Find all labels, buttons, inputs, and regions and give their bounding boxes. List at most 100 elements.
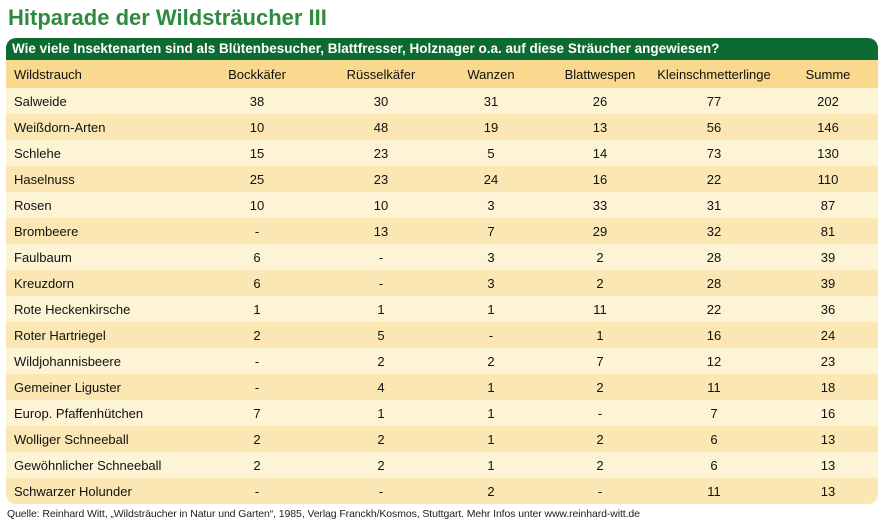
table-cell: - (184, 374, 330, 400)
row-label: Faulbaum (6, 244, 184, 270)
table-cell: 1 (432, 400, 550, 426)
table-row: Wolliger Schneeball 2 2 1 2 6 13 (6, 426, 878, 452)
table-row: Kreuzdorn 6-3 2 28 39 (6, 270, 878, 296)
data-table: Wildstrauch Bockkäfer Rüsselkäfer Wanzen Bla… (6, 60, 878, 504)
table-cell: 22 (650, 166, 778, 192)
table-cell: 25 (184, 166, 330, 192)
table-cell: 30 (330, 88, 432, 114)
table-cell: 7 (432, 218, 550, 244)
row-label: Gewöhnlicher Schneeball (6, 452, 184, 478)
table-cell: 7 (550, 348, 650, 374)
table-cell: 2 (184, 426, 330, 452)
table-row: Rote Heckenkirsche 1 1 1 11 22 36 (6, 296, 878, 322)
table-cell: 13 (550, 114, 650, 140)
table-cell: 10 (184, 114, 330, 140)
table-cell: 1 (432, 426, 550, 452)
row-label: Brombeere (6, 218, 184, 244)
table-cell: 28 (650, 270, 778, 296)
column-header: Rüsselkäfer (330, 60, 432, 88)
table-cell: 36 (778, 296, 878, 322)
table-cell: 10 (184, 192, 330, 218)
table-row: Wildjohannisbeere -2 2 7 12 23 (6, 348, 878, 374)
table-cell: 3 (432, 270, 550, 296)
table-cell: 81 (778, 218, 878, 244)
row-label: Europ. Pfaffenhütchen (6, 400, 184, 426)
table-row: Rosen 10 10 3 33 31 87 (6, 192, 878, 218)
question-header: Wie viele Insektenarten sind als Blütenb… (6, 38, 878, 60)
table-cell: 5 (330, 322, 432, 348)
row-label: Gemeiner Liguster (6, 374, 184, 400)
column-header: Summe (778, 60, 878, 88)
table-cell: 24 (432, 166, 550, 192)
table-cell: 15 (184, 140, 330, 166)
table-cell: 3 (432, 244, 550, 270)
row-label: Rote Heckenkirsche (6, 296, 184, 322)
table-body: Salweide 38 30 31 26 77 202 Weißdorn-Arten 10 48 1… (6, 88, 878, 504)
table-cell: 2 (330, 452, 432, 478)
table-cell: 73 (650, 140, 778, 166)
table-cell: - (550, 478, 650, 504)
table-cell: 77 (650, 88, 778, 114)
table-cell: 2 (550, 374, 650, 400)
table-cell: 6 (650, 452, 778, 478)
table-cell: 12 (650, 348, 778, 374)
row-label: Roter Hartriegel (6, 322, 184, 348)
table-cell: 13 (778, 426, 878, 452)
table-cell: 22 (650, 296, 778, 322)
table-cell: - (330, 244, 432, 270)
table-cell: 2 (432, 478, 550, 504)
column-header: Blattwespen (550, 60, 650, 88)
table-cell: 7 (184, 400, 330, 426)
table-cell: 16 (778, 400, 878, 426)
table-cell: 146 (778, 114, 878, 140)
table-cell: - (330, 270, 432, 296)
table-cell: 2 (432, 348, 550, 374)
table-cell: 11 (650, 374, 778, 400)
column-header-row: Wildstrauch Bockkäfer Rüsselkäfer Wanzen Bla… (6, 60, 878, 88)
column-header: Kleinschmetterlinge (650, 60, 778, 88)
row-label: Rosen (6, 192, 184, 218)
table-cell: 28 (650, 244, 778, 270)
table-cell: 1 (432, 374, 550, 400)
table-cell: 23 (330, 166, 432, 192)
table-cell: 23 (330, 140, 432, 166)
row-label: Kreuzdorn (6, 270, 184, 296)
table-cell: 4 (330, 374, 432, 400)
table-cell: 16 (650, 322, 778, 348)
table-row: Gewöhnlicher Schneeball 2 2 1 2 6 13 (6, 452, 878, 478)
table-cell: 2 (550, 270, 650, 296)
column-header: Bockkäfer (184, 60, 330, 88)
table-cell: - (330, 478, 432, 504)
table-cell: - (184, 218, 330, 244)
table-cell: 3 (432, 192, 550, 218)
table-cell: 110 (778, 166, 878, 192)
table-cell: 2 (550, 426, 650, 452)
table-cell: 2 (330, 426, 432, 452)
column-header: Wildstrauch (6, 60, 184, 88)
table-row: Schlehe 15 23 5 14 73 130 (6, 140, 878, 166)
column-header: Wanzen (432, 60, 550, 88)
table-row: Brombeere -13 7 29 32 81 (6, 218, 878, 244)
table-cell: 1 (184, 296, 330, 322)
table-cell: 33 (550, 192, 650, 218)
table-row: Faulbaum 6-3 2 28 39 (6, 244, 878, 270)
table-cell: 11 (550, 296, 650, 322)
row-label: Haselnuss (6, 166, 184, 192)
table-cell: - (550, 400, 650, 426)
table-cell: 56 (650, 114, 778, 140)
table-cell: 18 (778, 374, 878, 400)
table-cell: 2 (184, 322, 330, 348)
table-cell: - (184, 348, 330, 374)
table-cell: 1 (432, 452, 550, 478)
table-cell: - (184, 478, 330, 504)
table-cell: 2 (550, 244, 650, 270)
table-cell: 29 (550, 218, 650, 244)
row-label: Weißdorn-Arten (6, 114, 184, 140)
table-cell: 7 (650, 400, 778, 426)
table-cell: 6 (184, 244, 330, 270)
table-cell: 1 (330, 296, 432, 322)
table-cell: 1 (550, 322, 650, 348)
table-cell: 6 (650, 426, 778, 452)
table-panel: Wie viele Insektenarten sind als Blütenb… (6, 38, 878, 504)
table-cell: 32 (650, 218, 778, 244)
